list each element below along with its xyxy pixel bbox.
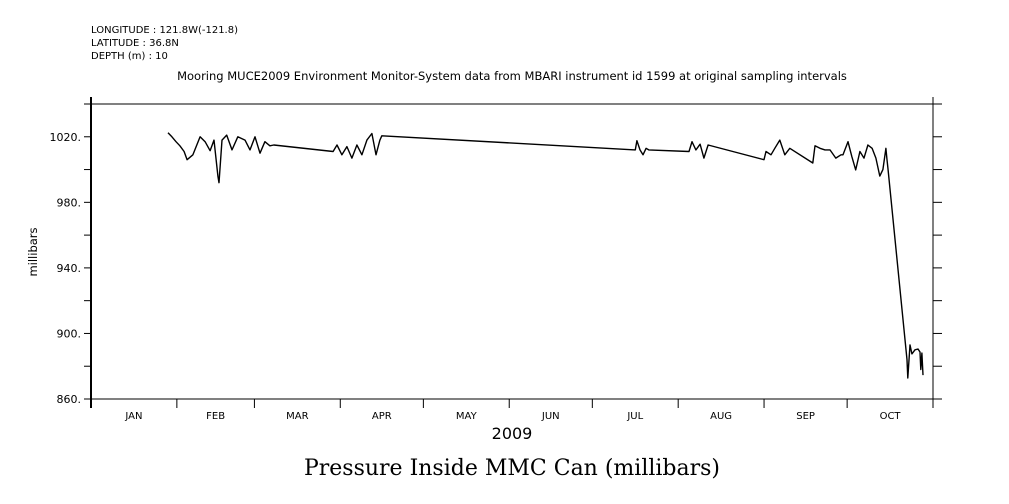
y-tick-label: 980. xyxy=(57,196,82,209)
y-tick-label: 860. xyxy=(57,393,82,406)
y-tick-label: 940. xyxy=(57,262,82,275)
x-tick-label-feb: FEB xyxy=(206,411,225,422)
y-axis-label: millibars xyxy=(26,227,40,276)
latitude-label: LATITUDE : 36.8N xyxy=(91,38,179,49)
y-tick-label: 1020. xyxy=(50,131,82,144)
x-tick-label-jul: JUL xyxy=(626,411,643,422)
x-tick-label-jun: JUN xyxy=(541,411,560,422)
longitude-label: LONGITUDE : 121.8W(-121.8) xyxy=(91,25,238,36)
y-tick-label: 900. xyxy=(57,327,82,340)
x-axis-label: 2009 xyxy=(492,424,533,443)
depth-label: DEPTH (m) : 10 xyxy=(91,51,168,62)
x-tick-label-jan: JAN xyxy=(124,411,142,422)
x-tick-label-sep: SEP xyxy=(796,411,815,422)
bottom-title: Pressure Inside MMC Can (millibars) xyxy=(304,456,720,481)
x-tick-label-apr: APR xyxy=(372,411,392,422)
series-line-pressure xyxy=(167,132,924,379)
x-tick-label-may: MAY xyxy=(456,411,478,422)
plot-frame xyxy=(90,103,934,400)
x-tick-label-mar: MAR xyxy=(286,411,308,422)
chart-title: Mooring MUCE2009 Environment Monitor-Sys… xyxy=(177,69,847,83)
x-tick-label-oct: OCT xyxy=(880,411,902,422)
x-tick-label-aug: AUG xyxy=(710,411,732,422)
